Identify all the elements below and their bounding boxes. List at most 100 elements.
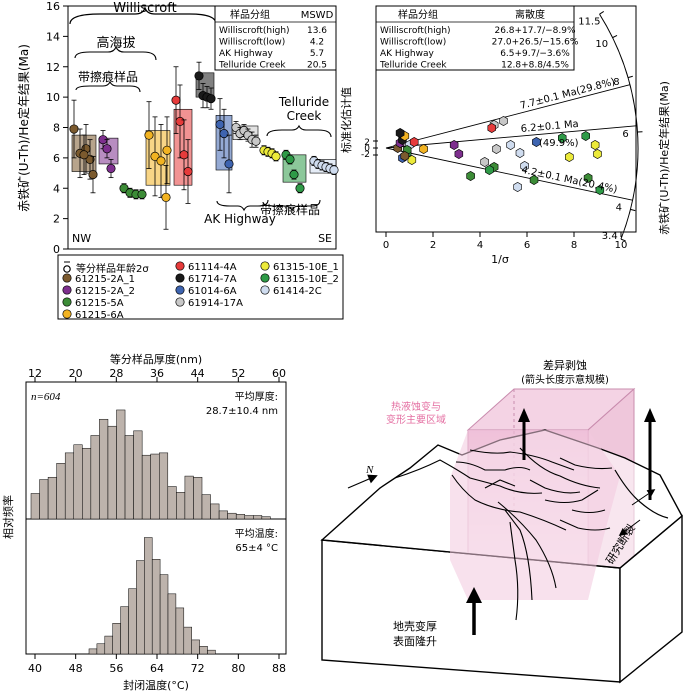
high-elevation-label: 高海拔: [96, 35, 135, 51]
radial-point: [506, 140, 515, 150]
scar-bracket-1: [75, 80, 141, 93]
dispersion-row-value: 12.8+8.8/4.5%: [501, 61, 569, 71]
bottom-tick-label: 72: [191, 662, 205, 675]
arc-tick-label: 4: [616, 202, 622, 213]
radial-point: [590, 140, 600, 150]
thickness-bar: [141, 454, 151, 520]
williscroft-label: Williscroft: [113, 1, 176, 16]
radial-point: [515, 148, 525, 158]
thickness-bar: [261, 516, 271, 520]
age-point: [329, 165, 339, 175]
legend-item-61114-4A: 61114-4A: [175, 261, 237, 273]
radial-point: [480, 157, 489, 167]
temperature-bar: [199, 646, 208, 655]
erosion-label: 差异剥蚀: [543, 358, 587, 372]
top-tick-label: 44: [191, 367, 205, 380]
temperature-bar: [96, 643, 106, 655]
radial-point: [419, 144, 428, 154]
thickness-bar: [210, 503, 220, 520]
legend-label: 61914-17A: [188, 298, 243, 309]
thickness-bar: [73, 444, 83, 520]
age-line-label: 6.2±0.1 Ma: [520, 119, 579, 135]
legend-item-61215-2A_2: 61215-2A_2: [62, 285, 135, 297]
thickness-value: 28.7±10.4 nm: [206, 406, 278, 417]
age-point: [219, 129, 229, 139]
high-elevation-bracket: [74, 45, 157, 61]
thickness-bar: [56, 463, 66, 520]
panel-b-y-axis-label: 标准化估计值: [339, 87, 353, 153]
thickness-bar: [244, 515, 254, 520]
thickness-bar: [253, 515, 263, 520]
thickness-note: 平均厚度:: [235, 390, 278, 403]
north-label: N: [365, 464, 374, 476]
age-line: [385, 84, 631, 149]
radial-point: [466, 171, 475, 181]
legend-item-61014-6A: 61014-6A: [175, 285, 237, 297]
age-point: [206, 94, 216, 104]
panel-c-histograms: 等分样品厚度(nm) 封闭温度(°C) 相对频率 12 20 28 36 44 52 60 …: [1, 352, 287, 691]
temperature-bar: [88, 648, 98, 655]
temperature-bar: [120, 606, 129, 655]
top-tick-label: 12: [28, 367, 42, 380]
y-tick-label: 4: [53, 182, 60, 195]
thickness-bar: [193, 476, 203, 520]
age-line-label: 7.7±0.1 Ma(29.8%): [519, 77, 616, 112]
x-tick-label: 0: [383, 240, 389, 251]
temperature-bar: [167, 593, 177, 655]
legend-swatch: [175, 273, 185, 283]
radial-point: [532, 137, 541, 147]
temperature-bar: [207, 649, 216, 655]
thickness-bar: [47, 476, 57, 520]
top-axis-ticks: 12 20 28 36 44 52 60: [28, 367, 286, 382]
top-tick-label: 20: [69, 367, 83, 380]
dispersion-row-value: 26.8+17.7/−8.9%: [494, 26, 576, 36]
legend-swatch: [175, 297, 185, 307]
thickness-bar: [124, 435, 134, 520]
x-tick-label: 10: [615, 240, 628, 251]
legend-swatch: [62, 285, 72, 295]
y-tick-label: 6: [53, 152, 60, 165]
mswd-row-value: 4.2: [310, 38, 324, 48]
mswd-header-group: 样品分组: [230, 8, 270, 21]
dispersion-row-value: 6.5+9.7/−3.6%: [500, 49, 570, 59]
legend-swatch: [260, 273, 270, 283]
y-tick-0: 0: [364, 144, 370, 154]
zone-label-1: 热液蚀变与: [391, 400, 441, 413]
mswd-row-value: 5.7: [310, 49, 324, 59]
radial-point: [595, 185, 605, 195]
thickness-bar: [150, 453, 160, 520]
radial-arc-ticks: 11.5 10 8 6 4 3.4: [578, 11, 643, 242]
dispersion-row-group: Williscroft(low): [380, 38, 446, 48]
legend-swatch: [260, 261, 270, 271]
temperature-bar: [112, 623, 121, 655]
bottom-axis-label: 封闭温度(°C): [123, 678, 189, 691]
panel-a-age-plot: 0 2 4 6 8 10 12 14 16 赤铁矿(U-Th)/He定年结果(Ma) Willi…: [16, 0, 344, 321]
panel-d-block-diagram: 研究断裂 N 差异剥蚀 (箭头长度示意规模) 热液蚀变与 变形主要区域 地壳变厚…: [320, 358, 683, 684]
legend-item-61315-10E_1: 61315-10E_1: [260, 261, 339, 273]
legend-title: 等分样品年龄2σ: [76, 262, 149, 275]
legend-label: 61315-10E_2: [273, 274, 339, 285]
x-tick-label: 4: [477, 240, 483, 251]
y-tick-label: 14: [46, 30, 60, 43]
age-point: [183, 166, 193, 177]
legend-item-61215-2A_1: 61215-2A_1: [62, 273, 135, 285]
y-tick-label: 0: [53, 243, 60, 256]
age-point: [156, 156, 166, 166]
sample-61215-5A: [119, 183, 147, 200]
sample-61014-6A: [215, 98, 234, 194]
radial-point: [499, 116, 508, 126]
radial-age-lines: [385, 84, 638, 201]
mswd-table: 样品分组 MSWD Williscroft(high) 13.6Williscro…: [214, 5, 337, 71]
radial-point: [454, 149, 464, 159]
age-point: [224, 159, 234, 169]
y-tick-label: 12: [46, 61, 60, 74]
sample-61315-10E_2: [281, 149, 307, 194]
y-tick-label: 16: [46, 0, 60, 13]
williscroft-bracket: [69, 6, 217, 25]
legend-swatch: [62, 309, 72, 319]
radial-point: [581, 131, 590, 141]
arc-tick-label: 8: [613, 77, 619, 88]
radial-point: [529, 175, 539, 185]
